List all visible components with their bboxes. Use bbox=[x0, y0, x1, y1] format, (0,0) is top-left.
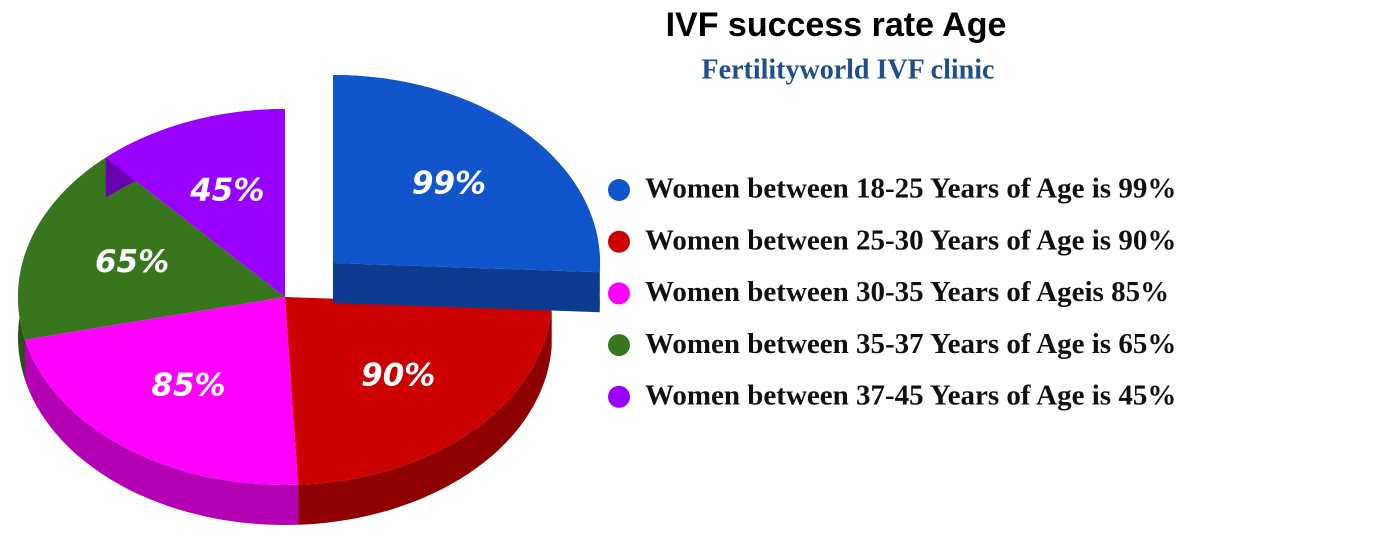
value-label: 65% bbox=[95, 244, 169, 280]
value-label: 45% bbox=[189, 172, 264, 208]
legend-marker bbox=[608, 385, 630, 408]
slice-face bbox=[333, 263, 600, 313]
slice-side bbox=[25, 339, 299, 525]
slice bbox=[285, 297, 552, 485]
legend-label: Women between 30-35 Years of Ageis 85% bbox=[645, 276, 1169, 308]
legend-marker bbox=[608, 179, 630, 201]
chart-title: IVF success rate Age bbox=[666, 6, 1007, 44]
legend-label: Women between 35-37 Years of Age is 65% bbox=[645, 328, 1176, 360]
legend-label: Women between 37-45 Years of Age is 45% bbox=[645, 379, 1176, 411]
legend-marker bbox=[608, 230, 630, 253]
value-label: 99% bbox=[412, 166, 486, 202]
legend-label: Women between 25-30 Years of Age is 90% bbox=[645, 224, 1176, 256]
slice bbox=[333, 75, 600, 273]
legend-marker bbox=[608, 282, 630, 305]
slice bbox=[25, 297, 299, 485]
legend-marker bbox=[608, 334, 630, 357]
slice-side bbox=[298, 306, 552, 525]
chart-subtitle: Fertilityworld IVF clinic bbox=[702, 54, 995, 85]
slice bbox=[105, 109, 285, 297]
legend-label: Women between 18-25 Years of Age is 99% bbox=[645, 173, 1176, 205]
slice bbox=[18, 157, 285, 340]
value-label: 85% bbox=[151, 368, 225, 404]
value-label: 90% bbox=[361, 357, 435, 393]
